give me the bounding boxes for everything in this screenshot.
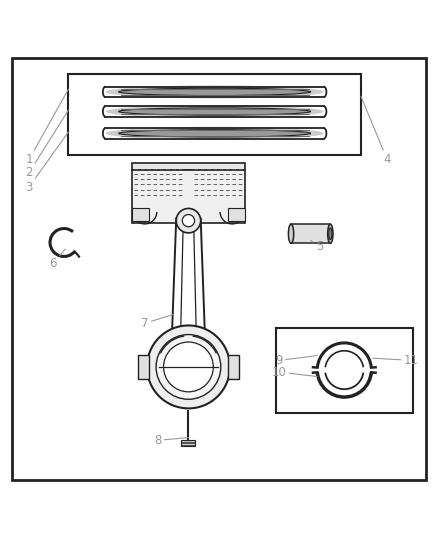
Ellipse shape <box>106 127 324 140</box>
Text: 7: 7 <box>141 314 173 330</box>
Text: 3: 3 <box>25 132 68 193</box>
Circle shape <box>176 208 201 233</box>
Ellipse shape <box>119 108 311 115</box>
Circle shape <box>182 215 194 227</box>
Ellipse shape <box>106 105 324 118</box>
Bar <box>291 224 330 244</box>
Text: 8: 8 <box>154 434 188 447</box>
Bar <box>228 355 239 379</box>
Bar <box>138 355 149 379</box>
Bar <box>68 75 361 155</box>
Text: 11: 11 <box>373 354 419 367</box>
Ellipse shape <box>329 228 332 239</box>
Text: 6: 6 <box>49 249 65 270</box>
Bar <box>132 171 245 223</box>
Bar <box>181 440 195 446</box>
Text: 4: 4 <box>361 96 391 166</box>
Bar <box>132 163 245 171</box>
Text: 2: 2 <box>25 110 68 179</box>
Bar <box>132 207 149 221</box>
Circle shape <box>156 335 221 399</box>
Ellipse shape <box>119 130 311 137</box>
Text: 9: 9 <box>276 354 317 367</box>
Circle shape <box>163 342 213 392</box>
Bar <box>228 207 245 221</box>
Ellipse shape <box>288 224 294 244</box>
Ellipse shape <box>106 85 324 99</box>
Text: 1: 1 <box>25 89 68 166</box>
Circle shape <box>147 326 230 408</box>
Text: 10: 10 <box>272 366 317 378</box>
Ellipse shape <box>119 88 311 95</box>
Bar <box>276 328 413 413</box>
Ellipse shape <box>328 224 333 244</box>
Text: 5: 5 <box>311 240 323 253</box>
